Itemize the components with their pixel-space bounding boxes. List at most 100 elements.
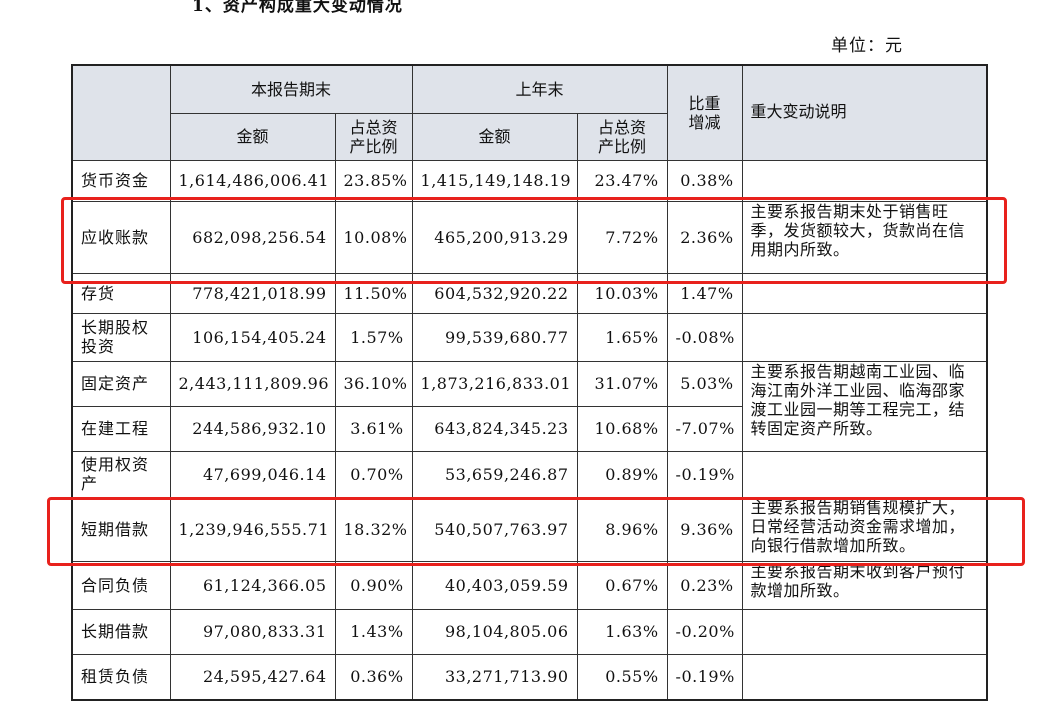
prev-ratio: 0.55% bbox=[576, 653, 668, 701]
prev-amount: 40,403,059.59 bbox=[411, 560, 578, 610]
ratio-change: 0.38% bbox=[666, 159, 743, 202]
prev-amount: 99,539,680.77 bbox=[411, 312, 578, 362]
ratio-change: 9.36% bbox=[666, 496, 743, 562]
prev-amount: 1,415,149,148.19 bbox=[411, 159, 578, 202]
prev-amount: 540,507,763.97 bbox=[411, 496, 578, 562]
table-row: 长期借款 97,080,833.31 1.43% 98,104,805.06 1… bbox=[71, 608, 988, 655]
cur-amount: 24,595,427.64 bbox=[169, 653, 336, 701]
cur-amount: 61,124,366.05 bbox=[169, 560, 336, 610]
row-item: 长期股权投资 bbox=[71, 312, 171, 362]
cur-ratio: 36.10% bbox=[334, 360, 413, 407]
row-note bbox=[741, 608, 988, 655]
row-item: 使用权资产 bbox=[71, 450, 171, 498]
table-row: 固定资产 2,443,111,809.96 36.10% 1,873,216,8… bbox=[71, 360, 988, 452]
row-item: 租赁负债 bbox=[71, 653, 171, 701]
note-fixed-assets-construction: 主要系报告期越南工业园、临海江南外洋工业园、临海邵家渡工业园一期等工程完工，结转… bbox=[741, 360, 988, 452]
cur-ratio: 1.57% bbox=[334, 312, 413, 362]
row-item: 货币资金 bbox=[71, 159, 171, 202]
cur-amount: 97,080,833.31 bbox=[169, 608, 336, 655]
header-row-top: 本报告期末 上年末 比重增减 重大变动说明 bbox=[71, 64, 988, 161]
header-prior-year: 上年末 bbox=[411, 64, 668, 114]
ratio-change: -7.07% bbox=[666, 405, 743, 452]
header-cur-ratio: 占总资产比例 bbox=[334, 112, 413, 161]
cur-ratio: 3.61% bbox=[334, 405, 413, 452]
prev-ratio: 0.89% bbox=[576, 450, 668, 498]
cur-amount: 106,154,405.24 bbox=[169, 312, 336, 362]
header-description: 重大变动说明 bbox=[741, 64, 988, 161]
prev-amount: 1,873,216,833.01 bbox=[411, 360, 578, 407]
cur-ratio: 10.08% bbox=[334, 200, 413, 274]
prev-ratio: 1.63% bbox=[576, 608, 668, 655]
row-item: 固定资产 bbox=[71, 360, 171, 407]
cur-ratio: 0.90% bbox=[334, 560, 413, 610]
header-row-sub: 金额 占总资产比例 金额 占总资产比例 bbox=[72, 112, 987, 161]
table-row: 合同负债 61,124,366.05 0.90% 40,403,059.59 0… bbox=[71, 560, 988, 610]
row-item: 存货 bbox=[71, 272, 171, 314]
section-heading: 1、资产构成重大变动情况 bbox=[192, 0, 403, 16]
ratio-change: 2.36% bbox=[666, 200, 743, 274]
table-row: 使用权资产 47,699,046.14 0.70% 53,659,246.87 … bbox=[71, 450, 988, 498]
asset-composition-table: 本报告期末 上年末 比重增减 重大变动说明 金额 占总资产比例 金额 占总资产比… bbox=[71, 64, 989, 701]
table-row: 存货 778,421,018.99 11.50% 604,532,920.22 … bbox=[71, 272, 988, 314]
header-cur-amount: 金额 bbox=[169, 112, 336, 161]
cur-ratio: 18.32% bbox=[334, 496, 413, 562]
prev-amount: 643,824,345.23 bbox=[411, 405, 578, 452]
unit-label: 单位：元 bbox=[831, 36, 903, 56]
cur-amount: 47,699,046.14 bbox=[169, 450, 336, 498]
header-current-period: 本报告期末 bbox=[169, 64, 413, 114]
prev-ratio: 10.68% bbox=[576, 405, 668, 452]
cur-ratio: 11.50% bbox=[334, 272, 413, 314]
row-item: 长期借款 bbox=[71, 608, 171, 655]
ratio-change: -0.19% bbox=[666, 450, 743, 498]
cur-ratio: 1.43% bbox=[334, 608, 413, 655]
cur-ratio: 0.36% bbox=[334, 653, 413, 701]
cur-amount: 244,586,932.10 bbox=[169, 405, 336, 452]
cur-amount: 2,443,111,809.96 bbox=[169, 360, 336, 407]
prev-amount: 33,271,713.90 bbox=[411, 653, 578, 701]
note-contract-liabilities: 主要系报告期末收到客户预付款增加所致。 bbox=[741, 560, 988, 610]
row-note bbox=[741, 450, 988, 498]
row-note bbox=[741, 312, 988, 362]
prev-amount: 604,532,920.22 bbox=[411, 272, 578, 314]
prev-ratio: 31.07% bbox=[576, 360, 668, 407]
table-row: 货币资金 1,614,486,006.41 23.85% 1,415,149,1… bbox=[71, 159, 988, 202]
prev-amount: 465,200,913.29 bbox=[411, 200, 578, 274]
cur-amount: 682,098,256.54 bbox=[169, 200, 336, 274]
cur-amount: 1,239,946,555.71 bbox=[169, 496, 336, 562]
row-item: 应收账款 bbox=[71, 200, 171, 274]
ratio-change: -0.20% bbox=[666, 608, 743, 655]
header-prev-amount: 金额 bbox=[411, 112, 578, 161]
row-item: 在建工程 bbox=[71, 405, 171, 452]
prev-ratio: 10.03% bbox=[576, 272, 668, 314]
ratio-change: 5.03% bbox=[666, 360, 743, 407]
row-note bbox=[741, 272, 988, 314]
row-item: 合同负债 bbox=[71, 560, 171, 610]
ratio-change: 0.23% bbox=[666, 560, 743, 610]
table-row: 租赁负债 24,595,427.64 0.36% 33,271,713.90 0… bbox=[71, 653, 988, 701]
prev-amount: 53,659,246.87 bbox=[411, 450, 578, 498]
ratio-change: -0.19% bbox=[666, 653, 743, 701]
ratio-change: 1.47% bbox=[666, 272, 743, 314]
note-short-term-borrowings: 主要系报告期销售规模扩大，日常经营活动资金需求增加，向银行借款增加所致。 bbox=[741, 496, 988, 562]
header-item bbox=[71, 64, 171, 161]
cur-ratio: 23.85% bbox=[334, 159, 413, 202]
prev-ratio: 8.96% bbox=[576, 496, 668, 562]
table-row: 应收账款 682,098,256.54 10.08% 465,200,913.2… bbox=[71, 200, 988, 274]
ratio-change: -0.08% bbox=[666, 312, 743, 362]
cur-ratio: 0.70% bbox=[334, 450, 413, 498]
prev-amount: 98,104,805.06 bbox=[411, 608, 578, 655]
prev-ratio: 0.67% bbox=[576, 560, 668, 610]
prev-ratio: 1.65% bbox=[576, 312, 668, 362]
row-item: 短期借款 bbox=[71, 496, 171, 562]
cur-amount: 1,614,486,006.41 bbox=[169, 159, 336, 202]
row-note bbox=[741, 653, 988, 701]
header-prev-ratio: 占总资产比例 bbox=[576, 112, 668, 161]
table-row: 短期借款 1,239,946,555.71 18.32% 540,507,763… bbox=[71, 496, 988, 562]
row-note bbox=[741, 159, 988, 202]
header-ratio-change: 比重增减 bbox=[666, 64, 743, 161]
table-row: 长期股权投资 106,154,405.24 1.57% 99,539,680.7… bbox=[71, 312, 988, 362]
note-accounts-receivable: 主要系报告期末处于销售旺季，发货额较大，货款尚在信用期内所致。 bbox=[741, 200, 988, 274]
prev-ratio: 7.72% bbox=[576, 200, 668, 274]
cur-amount: 778,421,018.99 bbox=[169, 272, 336, 314]
prev-ratio: 23.47% bbox=[576, 159, 668, 202]
